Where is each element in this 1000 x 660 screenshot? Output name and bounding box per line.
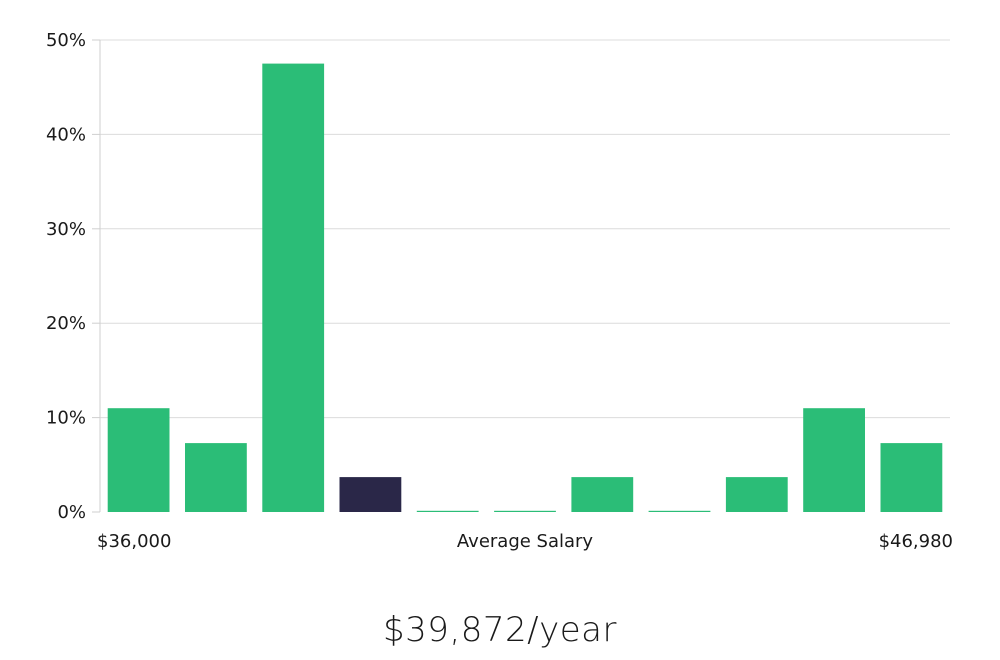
histogram-svg: 0% 10% 20% 30% 40% 50% $36,000 Average Salary… xyxy=(46,30,953,552)
histogram-bar xyxy=(648,510,711,512)
y-axis: 0% 10% 20% 30% 40% 50% xyxy=(46,30,101,523)
histogram-bar xyxy=(107,408,170,512)
histogram-bar xyxy=(262,63,325,512)
x-axis-title: Average Salary xyxy=(457,531,594,552)
histogram-bar xyxy=(571,477,634,512)
x-min-label: $36,000 xyxy=(97,531,171,552)
average-salary-value: $39,872/year xyxy=(383,610,617,650)
y-tick-label: 20% xyxy=(46,313,86,334)
grid-layer xyxy=(100,39,950,419)
y-tick-label: 0% xyxy=(57,502,86,523)
histogram-bar xyxy=(880,443,943,512)
histogram-bar xyxy=(803,408,865,512)
histogram-bar xyxy=(494,510,556,512)
x-max-label: $46,980 xyxy=(879,531,953,552)
histogram-bar-highlighted xyxy=(339,477,402,512)
histogram-bar xyxy=(725,477,788,512)
histogram-bar xyxy=(416,510,479,512)
histogram-bar xyxy=(185,443,247,512)
y-tick-label: 50% xyxy=(46,30,86,51)
y-tick-label: 40% xyxy=(46,124,86,145)
y-tick-label: 30% xyxy=(46,219,86,240)
y-tick-label: 10% xyxy=(46,408,86,429)
bars-layer xyxy=(107,63,943,512)
